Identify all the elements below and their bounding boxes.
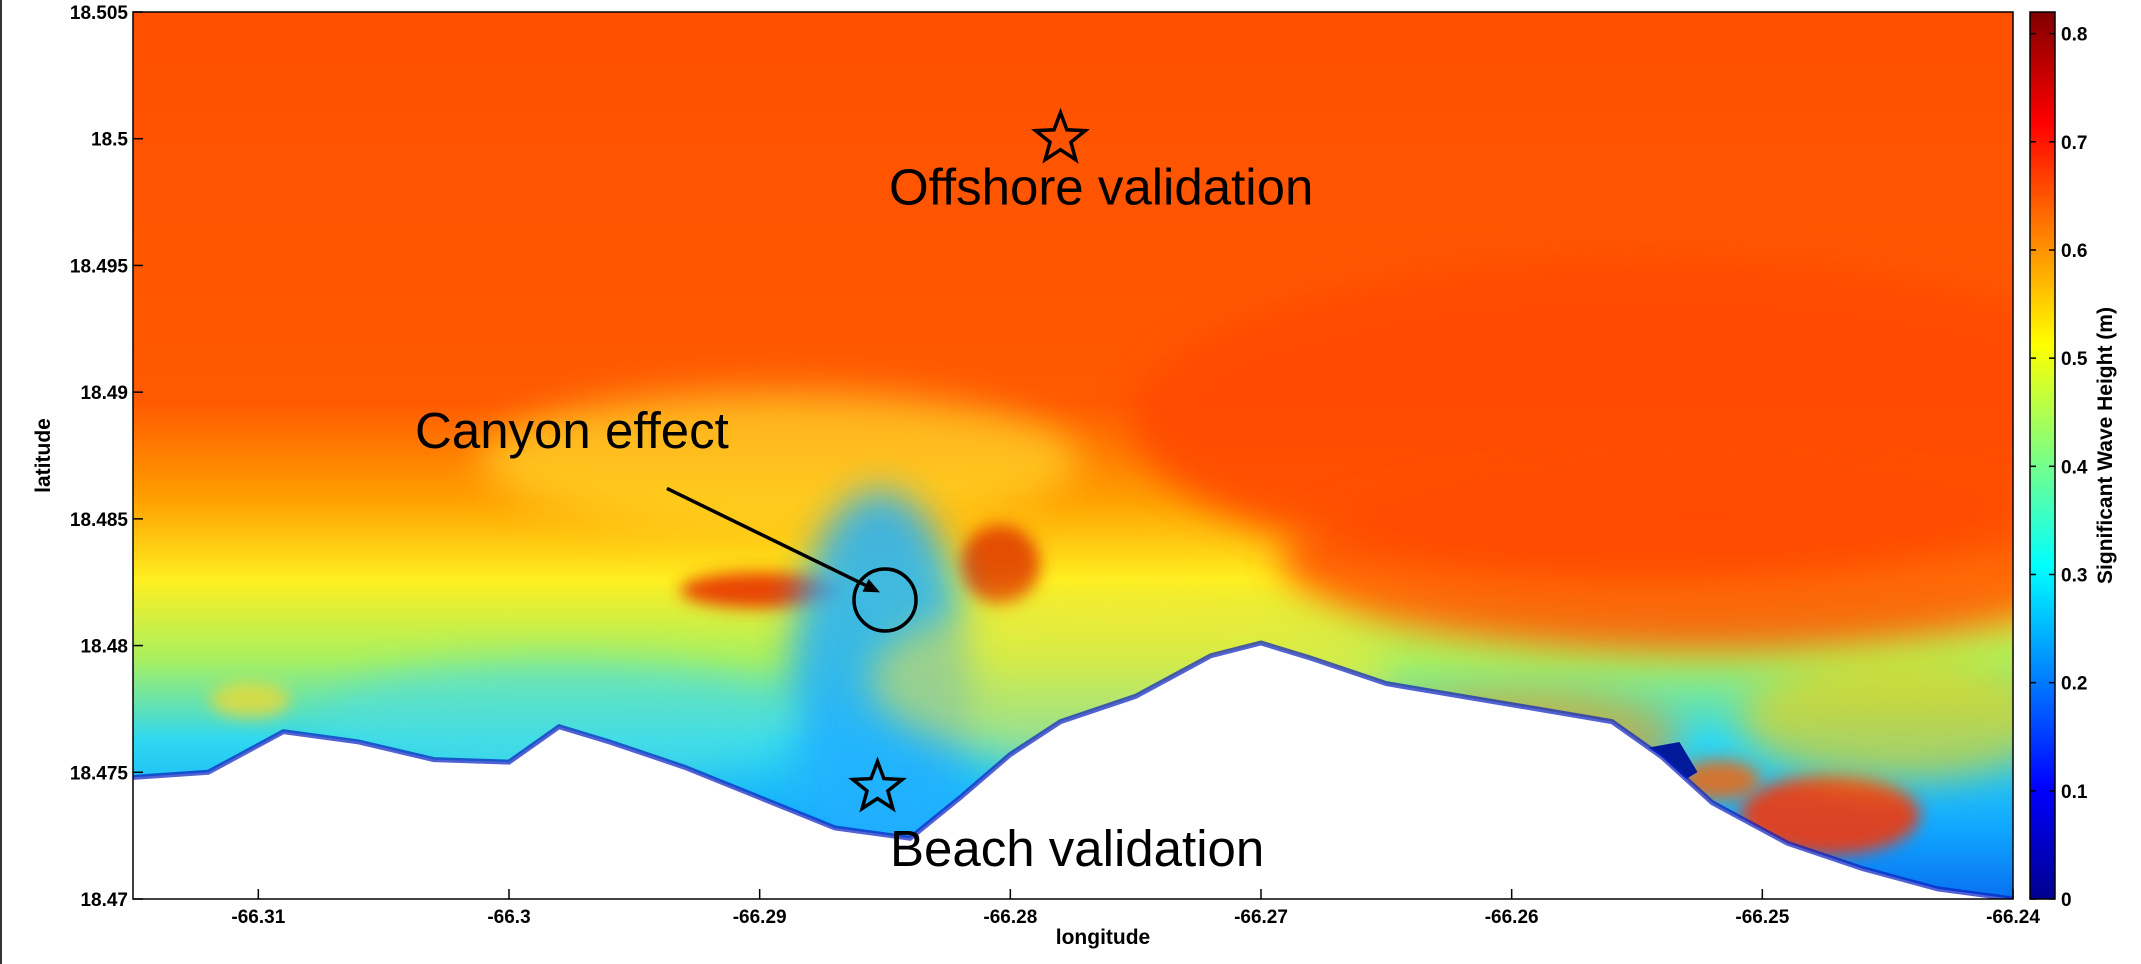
- coastline: [133, 640, 2013, 899]
- x-tick-label: -66.24: [1986, 907, 2040, 928]
- colorbar-ticks: 0 0.1 0.2 0.3 0.4 0.5 0.6 0.7 0.8: [2030, 25, 2088, 911]
- x-tick-label: -66.27: [1234, 907, 1288, 928]
- field-feature: [320, 660, 800, 780]
- colorbar-tick-label: 0.3: [2061, 565, 2087, 586]
- field-feature: [1740, 660, 2013, 780]
- wave-height-field: [133, 12, 2013, 899]
- colorbar-tick-label: 0: [2061, 890, 2072, 911]
- y-tick-label: 18.495: [70, 256, 129, 277]
- colorbar-tick-label: 0.2: [2061, 674, 2087, 695]
- x-tick-label: -66.28: [983, 907, 1037, 928]
- y-tick-label: 18.475: [70, 763, 129, 784]
- canyon-arrow: [666, 486, 867, 587]
- field-feature: [480, 390, 1080, 530]
- x-axis-ticks: -66.31 -66.3 -66.29 -66.28 -66.27 -66.26 -66.2…: [231, 889, 2040, 928]
- y-axis-label: latitude: [32, 418, 55, 493]
- y-tick-label: 18.5: [91, 130, 128, 151]
- canyon-arrow-head: [862, 579, 880, 593]
- field-feature: [1740, 775, 1920, 855]
- y-tick-label: 18.49: [80, 383, 128, 404]
- y-tick-label: 18.48: [80, 637, 128, 658]
- axes-frame: [132, 11, 2014, 900]
- x-tick-label: -66.25: [1735, 907, 1789, 928]
- markers: [848, 107, 1090, 813]
- validation-star-marker: [1030, 107, 1090, 164]
- colorbar-tick-label: 0.4: [2061, 457, 2088, 478]
- colorbar-tick-label: 0.5: [2061, 349, 2088, 370]
- x-tick-label: -66.26: [1485, 907, 1539, 928]
- land-mass: [133, 643, 2013, 899]
- colorbar: [2029, 11, 2056, 900]
- colorbar-tick-label: 0.7: [2061, 133, 2087, 154]
- validation-star-marker: [848, 756, 907, 813]
- y-tick-label: 18.485: [70, 510, 129, 531]
- field-feature: [1280, 470, 2013, 650]
- y-tick-label: 18.47: [80, 890, 128, 911]
- x-tick-label: -66.29: [733, 907, 787, 928]
- x-tick-label: -66.31: [231, 907, 285, 928]
- y-axis-ticks: 18.47 18.475 18.48 18.485 18.49 18.495 18.5 18.…: [70, 3, 143, 911]
- canyon-circle-marker: [852, 567, 918, 633]
- x-tick-label: -66.3: [487, 907, 530, 928]
- beach-validation-label: Beach validation: [890, 820, 1264, 877]
- x-axis-label: longitude: [1056, 926, 1150, 949]
- canyon-effect-label: Canyon effect: [415, 402, 729, 459]
- colorbar-tick-label: 0.6: [2061, 241, 2087, 262]
- colorbar-tick-label: 0.1: [2061, 782, 2088, 803]
- field-feature: [960, 525, 1040, 605]
- colorbar-tick-label: 0.8: [2061, 25, 2087, 46]
- y-tick-label: 18.505: [70, 3, 129, 24]
- colorbar-label: Significant Wave Height (m): [2094, 307, 2117, 584]
- offshore-validation-label: Offshore validation: [889, 159, 1313, 216]
- field-feature: [210, 682, 290, 718]
